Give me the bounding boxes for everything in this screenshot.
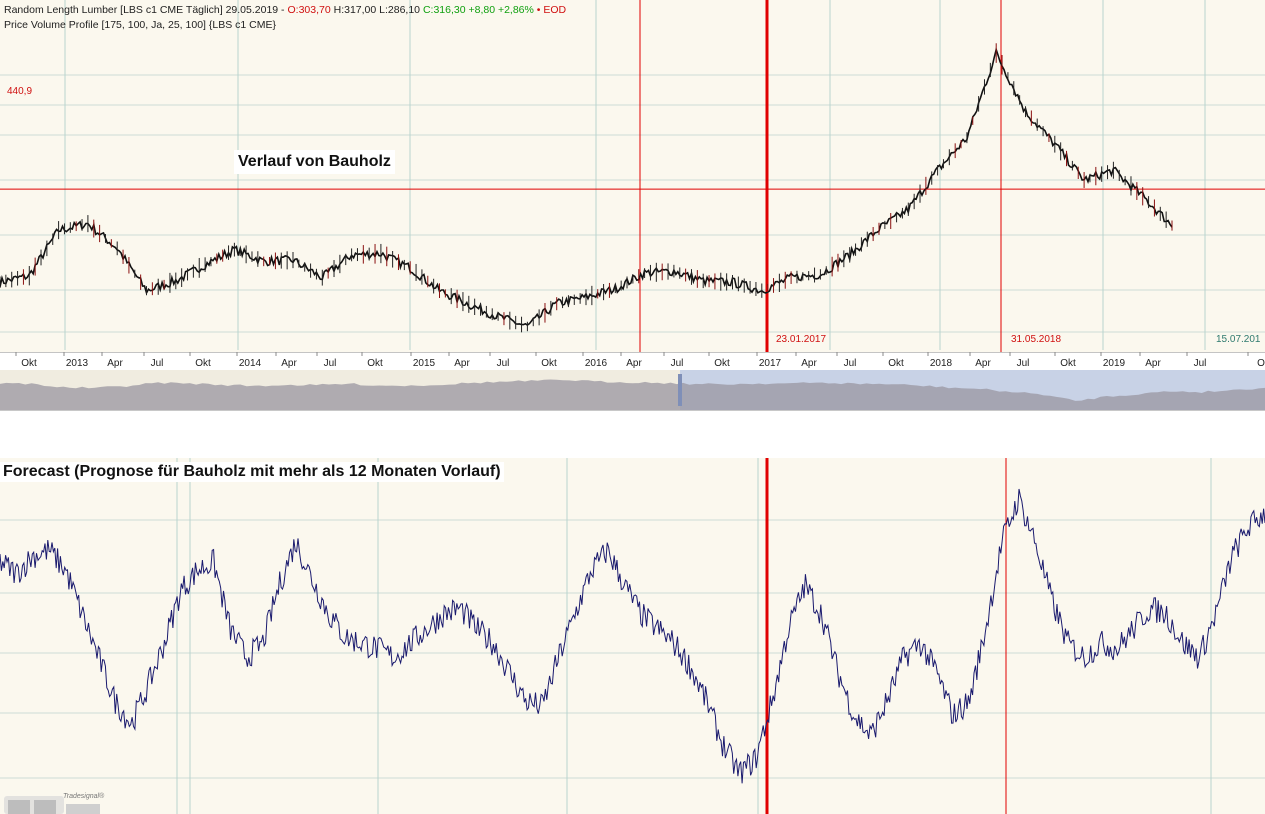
time-axis-labels: Okt 2013 Apr Jul Okt 2014 Apr Jul Okt 2015 Apr Jul O… [0,352,1265,369]
axis-tick-label: O [1257,358,1265,369]
header-prefix: Random Length Lumber [LBS c1 CME Täglich… [4,4,288,16]
axis-tick-label: Apr [975,358,991,369]
axis-tick-label: Jul [497,358,510,369]
axis-tick-label: Apr [1145,358,1161,369]
axis-tick-label: Okt [21,358,37,369]
axis-tick-label: Apr [801,358,817,369]
axis-tick-label: Jul [324,358,337,369]
axis-tick-label: 2017 [759,358,782,369]
time-axis: Okt 2013 Apr Jul Okt 2014 Apr Jul Okt 2015 Apr Jul O… [0,352,1265,370]
panel-separator [0,410,1265,460]
axis-tick-label: Jul [1194,358,1207,369]
header-open: O:303,70 [287,4,331,16]
axis-tick-label: 2016 [585,358,608,369]
axis-tick-label: Apr [454,358,470,369]
forecast-chart-panel[interactable] [0,458,1265,814]
axis-tick-label: Okt [714,358,730,369]
axis-tick-label: Jul [151,358,164,369]
navigator-handle [678,374,682,406]
header-close: C:316,30 +8,80 +2,86% [422,4,534,16]
axis-tick-label: Okt [195,358,211,369]
axis-tick-label: 2019 [1103,358,1126,369]
level-label: 440,9 [7,86,33,97]
header-high-low: H:317,00 L:286,10 [330,4,423,16]
axis-tick-label: Okt [1060,358,1076,369]
navigator-area [0,379,1265,410]
date-marker-2017: 23.01.2017 [776,334,827,345]
axis-tick-label: 2013 [66,358,89,369]
axis-tick-label: Apr [281,358,297,369]
price-chart-panel[interactable] [0,0,1265,352]
header-eod: • EOD [533,4,567,16]
price-chart [0,0,1265,352]
forecast-chart [0,458,1265,814]
axis-tick-label: 2015 [413,358,436,369]
date-marker-2019: 15.07.201 [1216,334,1261,345]
axis-tick-label: 2014 [239,358,262,369]
axis-tick-label: Apr [107,358,123,369]
forecast-line [0,488,1265,784]
forecast-title: Forecast (Prognose für Bauholz mit mehr … [0,462,504,482]
axis-tick-label: Jul [1017,358,1030,369]
tradesignal-logo [4,796,100,814]
axis-tick-label: Okt [541,358,557,369]
indicator-header: Price Volume Profile [175, 100, Ja, 25, … [4,19,276,31]
axis-tick-label: Apr [626,358,642,369]
navigator-scrollbar[interactable] [0,370,1265,410]
date-marker-2018: 31.05.2018 [1011,334,1062,345]
navigator-overview [0,370,1265,410]
axis-tick-label: Jul [844,358,857,369]
chart-title: Verlauf von Bauholz [234,150,395,174]
axis-tick-label: Okt [888,358,904,369]
instrument-header: Random Length Lumber [LBS c1 CME Täglich… [4,4,566,16]
axis-tick-label: Okt [367,358,383,369]
watermark-text: Tradesignal® [63,793,105,800]
axis-tick-label: 2018 [930,358,953,369]
axis-tick-label: Jul [671,358,684,369]
